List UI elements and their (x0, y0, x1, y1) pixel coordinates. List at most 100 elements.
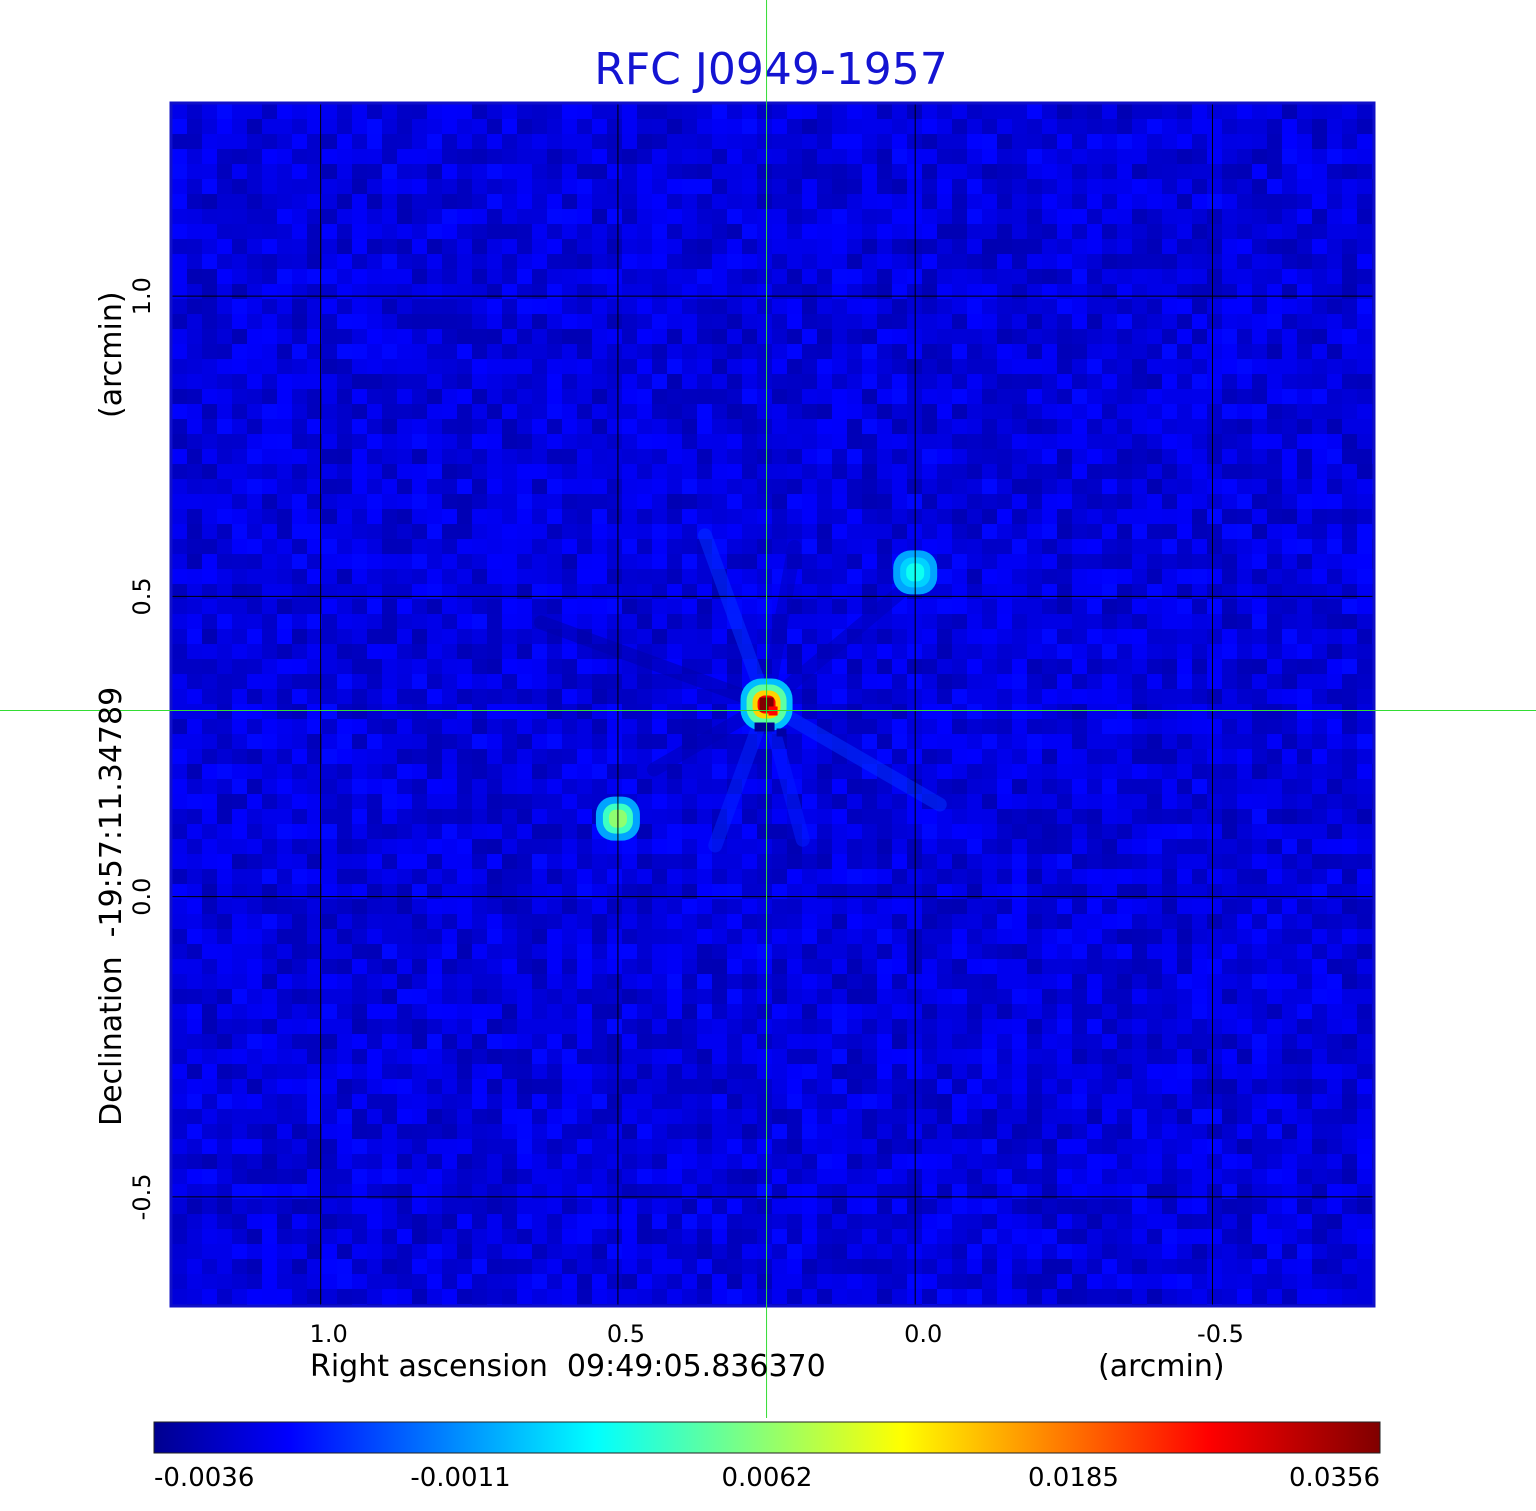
noise-pixel (937, 209, 952, 224)
noise-pixel (1357, 359, 1372, 374)
noise-pixel (472, 494, 487, 509)
noise-pixel (262, 374, 277, 389)
noise-pixel (607, 974, 622, 989)
noise-pixel (262, 569, 277, 584)
noise-pixel (232, 104, 247, 119)
noise-pixel (1012, 194, 1027, 209)
noise-pixel (1027, 419, 1042, 434)
noise-pixel (307, 1004, 322, 1019)
noise-pixel (202, 794, 217, 809)
noise-pixel (1132, 704, 1147, 719)
noise-pixel (382, 404, 397, 419)
noise-pixel (262, 104, 277, 119)
noise-pixel (1357, 629, 1372, 644)
noise-pixel (1102, 449, 1117, 464)
noise-pixel (292, 239, 307, 254)
noise-pixel (1237, 554, 1252, 569)
noise-pixel (307, 914, 322, 929)
noise-pixel (367, 239, 382, 254)
noise-pixel (262, 884, 277, 899)
noise-pixel (172, 659, 187, 674)
noise-pixel (412, 764, 427, 779)
noise-pixel (502, 434, 517, 449)
noise-pixel (337, 794, 352, 809)
noise-pixel (1267, 434, 1282, 449)
noise-pixel (952, 674, 967, 689)
noise-pixel (1312, 179, 1327, 194)
noise-pixel (1297, 839, 1312, 854)
noise-pixel (1222, 239, 1237, 254)
noise-pixel (262, 989, 277, 1004)
noise-pixel (1102, 824, 1117, 839)
noise-pixel (1057, 899, 1072, 914)
noise-pixel (817, 614, 832, 629)
noise-pixel (1087, 464, 1102, 479)
noise-pixel (1027, 314, 1042, 329)
noise-pixel (1327, 809, 1342, 824)
noise-pixel (772, 494, 787, 509)
noise-pixel (772, 254, 787, 269)
noise-pixel (787, 329, 802, 344)
noise-pixel (1267, 959, 1282, 974)
noise-pixel (397, 734, 412, 749)
noise-pixel (1222, 509, 1237, 524)
noise-pixel (247, 359, 262, 374)
noise-pixel (997, 674, 1012, 689)
noise-pixel (967, 554, 982, 569)
noise-pixel (1117, 959, 1132, 974)
noise-pixel (862, 239, 877, 254)
noise-pixel (1192, 779, 1207, 794)
noise-pixel (547, 344, 562, 359)
noise-pixel (1357, 464, 1372, 479)
noise-pixel (652, 524, 667, 539)
noise-pixel (862, 584, 877, 599)
noise-pixel (1102, 179, 1117, 194)
noise-pixel (862, 629, 877, 644)
noise-pixel (652, 929, 667, 944)
noise-pixel (637, 929, 652, 944)
noise-pixel (517, 284, 532, 299)
noise-pixel (1252, 839, 1267, 854)
noise-pixel (1057, 254, 1072, 269)
noise-pixel (562, 509, 577, 524)
noise-pixel (1027, 584, 1042, 599)
noise-pixel (562, 224, 577, 239)
noise-pixel (682, 794, 697, 809)
noise-pixel (427, 794, 442, 809)
noise-pixel (1162, 809, 1177, 824)
noise-pixel (1012, 284, 1027, 299)
noise-pixel (1057, 149, 1072, 164)
noise-pixel (772, 314, 787, 329)
noise-pixel (172, 344, 187, 359)
noise-pixel (1222, 809, 1237, 824)
noise-pixel (1237, 644, 1252, 659)
noise-pixel (697, 704, 712, 719)
noise-pixel (577, 479, 592, 494)
noise-pixel (1237, 359, 1252, 374)
noise-pixel (1072, 119, 1087, 134)
noise-pixel (277, 179, 292, 194)
noise-pixel (577, 749, 592, 764)
noise-pixel (982, 839, 997, 854)
noise-pixel (352, 299, 367, 314)
noise-pixel (1207, 404, 1222, 419)
noise-pixel (832, 509, 847, 524)
noise-pixel (697, 209, 712, 224)
noise-pixel (292, 164, 307, 179)
noise-pixel (727, 944, 742, 959)
noise-pixel (1027, 719, 1042, 734)
noise-pixel (502, 914, 517, 929)
noise-pixel (952, 584, 967, 599)
noise-pixel (877, 404, 892, 419)
noise-pixel (592, 479, 607, 494)
noise-pixel (1192, 569, 1207, 584)
noise-pixel (847, 434, 862, 449)
noise-pixel (1312, 809, 1327, 824)
noise-pixel (1252, 509, 1267, 524)
noise-pixel (517, 224, 532, 239)
noise-pixel (1072, 254, 1087, 269)
noise-pixel (1162, 944, 1177, 959)
noise-pixel (562, 539, 577, 554)
noise-pixel (982, 449, 997, 464)
noise-pixel (187, 929, 202, 944)
